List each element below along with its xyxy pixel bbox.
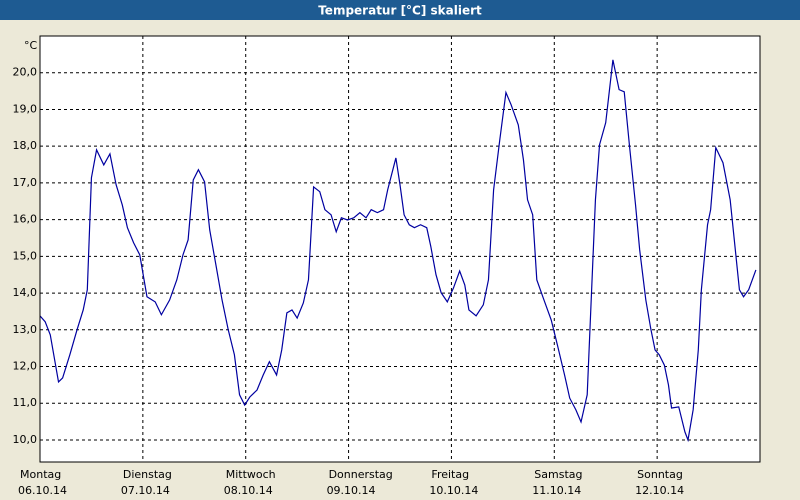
chart-title: Temperatur [°C] skaliert — [318, 4, 482, 18]
title-bar — [0, 0, 800, 20]
y-tick-label: 19,0 — [13, 102, 38, 115]
x-tick-date: 06.10.14 — [18, 484, 67, 497]
x-tick-date: 07.10.14 — [121, 484, 170, 497]
y-unit: °C — [24, 39, 38, 52]
y-tick-label: 15,0 — [13, 249, 38, 262]
temperature-line — [39, 59, 757, 443]
x-tick-label: Mittwoch — [226, 468, 276, 481]
y-tick-label: 16,0 — [13, 213, 38, 226]
y-tick-label: 10,0 — [13, 433, 38, 446]
x-tick-label: Montag — [20, 468, 61, 481]
y-tick-label: 11,0 — [13, 396, 38, 409]
x-tick-label: Sonntag — [637, 468, 683, 481]
y-tick-label: 17,0 — [13, 176, 38, 189]
x-tick-date: 11.10.14 — [532, 484, 581, 497]
y-tick-label: 20,0 — [13, 66, 38, 79]
plot-area — [39, 35, 761, 463]
y-tick-label: 13,0 — [13, 323, 38, 336]
y-tick-label: 14,0 — [13, 286, 38, 299]
x-tick-label: Dienstag — [123, 468, 172, 481]
x-tick-label: Freitag — [431, 468, 469, 481]
x-tick-date: 12.10.14 — [635, 484, 684, 497]
x-tick-label: Samstag — [534, 468, 582, 481]
plot-border — [39, 35, 761, 463]
x-tick-label: Donnerstag — [329, 468, 393, 481]
y-tick-label: 18,0 — [13, 139, 38, 152]
y-tick-label: 12,0 — [13, 360, 38, 373]
x-tick-date: 09.10.14 — [327, 484, 376, 497]
x-tick-date: 10.10.14 — [429, 484, 478, 497]
x-tick-date: 08.10.14 — [224, 484, 273, 497]
